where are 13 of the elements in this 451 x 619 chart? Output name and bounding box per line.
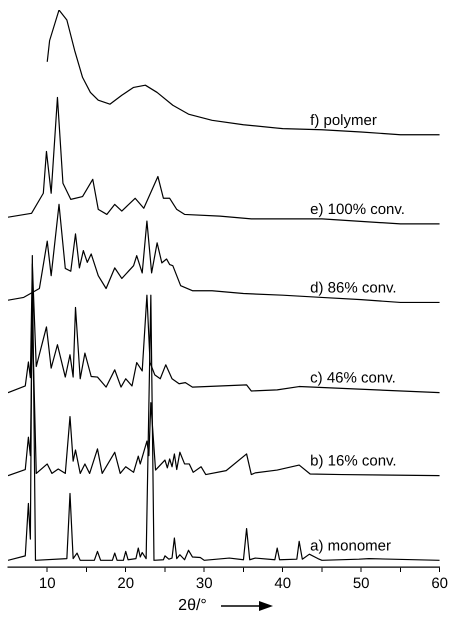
series-label: d) 86% conv.	[310, 279, 397, 296]
x-tick-label: 10	[38, 575, 56, 592]
x-tick-label: 50	[352, 575, 370, 592]
x-tick-label: 20	[117, 575, 134, 592]
series-label: a) monomer	[310, 537, 392, 554]
series-label: c) 46% conv.	[310, 370, 396, 387]
x-tick-label: 60	[431, 575, 448, 592]
x-axis-title: 2θ/°	[178, 597, 207, 615]
series-label: b) 16% conv.	[310, 452, 397, 470]
series-label: e) 100% conv.	[310, 200, 405, 218]
x-tick-label: 30	[196, 575, 213, 592]
x-tick-label: 40	[274, 575, 292, 592]
series-label: f) polymer	[310, 112, 377, 129]
